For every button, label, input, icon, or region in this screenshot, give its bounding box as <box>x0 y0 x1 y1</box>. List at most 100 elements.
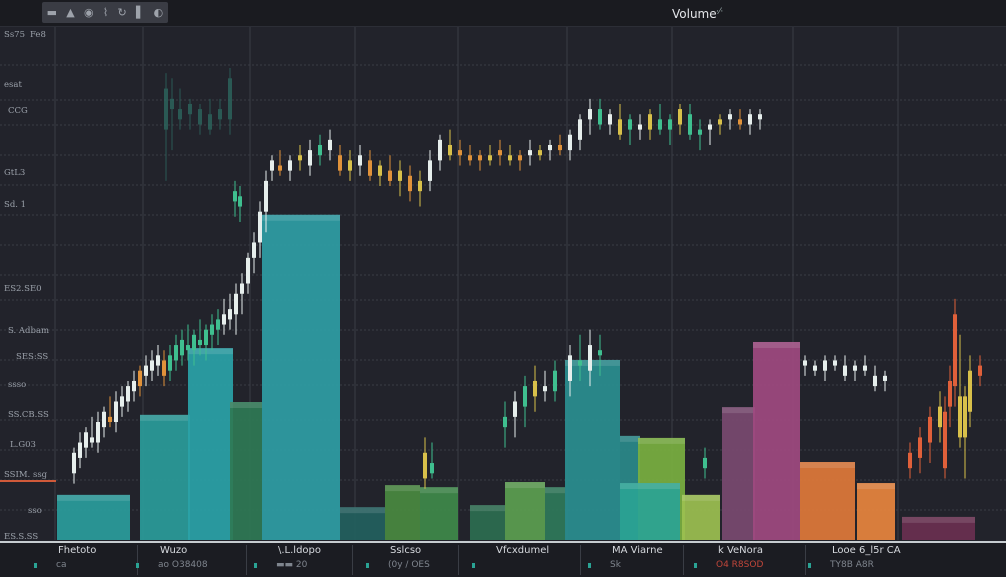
candle <box>538 144 542 161</box>
candle <box>528 139 532 166</box>
candle-body <box>588 109 592 120</box>
candle <box>144 355 148 387</box>
candle <box>318 134 322 166</box>
candle-body <box>78 442 82 458</box>
candle-body <box>553 370 557 392</box>
refresh-icon[interactable]: ↻ <box>117 6 127 19</box>
candle <box>598 334 602 376</box>
candle-body <box>348 160 352 171</box>
candle-body <box>648 114 652 130</box>
candle <box>863 355 867 376</box>
candle <box>138 365 142 397</box>
settings-icon[interactable]: ◉ <box>84 6 94 19</box>
candle <box>120 386 124 417</box>
candle <box>240 273 244 315</box>
candle-body <box>96 422 100 443</box>
legend-title: Looe 6_l5r CA <box>832 545 901 556</box>
candle <box>738 109 742 130</box>
candle <box>164 73 168 181</box>
candle-body <box>398 170 402 181</box>
candle <box>698 119 702 151</box>
legend-title: Sslcso <box>390 545 422 556</box>
candle-body <box>270 160 274 171</box>
candle <box>578 114 582 151</box>
candle-body <box>252 242 256 258</box>
candle-body <box>958 396 962 438</box>
volume-bar <box>857 483 895 540</box>
volume-bar-top <box>230 402 262 409</box>
candle <box>368 150 372 181</box>
volume-bar <box>57 494 130 540</box>
candle <box>833 355 837 371</box>
candle-body <box>688 114 692 135</box>
candle <box>192 329 196 366</box>
volume-bar-top <box>753 341 800 348</box>
legend-subtitle: ▬▬ 20 <box>276 560 308 570</box>
volume-bar-top <box>262 214 340 221</box>
candle <box>758 109 762 130</box>
volume-bar-top <box>545 487 565 494</box>
candle-body <box>963 396 967 438</box>
volume-bar <box>505 482 545 540</box>
candle-body <box>208 114 212 130</box>
title-menu-icon[interactable]: ⋅⁄⋅ <box>716 7 724 17</box>
candle <box>488 144 492 166</box>
candle <box>178 88 182 130</box>
volume-bar-top <box>682 494 720 501</box>
theme-icon[interactable]: ◐ <box>153 6 164 19</box>
candle-body <box>246 257 250 284</box>
candle <box>132 370 136 402</box>
y-axis-label: SES:SS <box>16 352 49 362</box>
volume-bar <box>800 462 855 540</box>
candle <box>108 396 112 428</box>
volume-bar-top <box>857 483 895 490</box>
candle-body <box>843 365 847 376</box>
candle-body <box>164 88 168 130</box>
candle-body <box>508 155 512 161</box>
candle <box>588 98 592 135</box>
candle-body <box>458 150 462 156</box>
candle-body <box>428 160 432 181</box>
candle <box>238 186 242 222</box>
candle-body <box>928 416 932 443</box>
candle <box>448 129 452 161</box>
flask-icon[interactable]: ▲ <box>66 6 75 19</box>
candle <box>658 103 662 135</box>
candle <box>264 170 268 233</box>
candle-body <box>240 283 244 294</box>
square-icon[interactable]: ▬ <box>46 6 58 19</box>
candle-body <box>813 365 817 371</box>
legend-marker-icon <box>694 563 697 568</box>
candle <box>270 155 274 181</box>
candle <box>388 155 392 187</box>
candle <box>598 98 602 130</box>
pin-icon[interactable]: ⌇ <box>102 6 109 19</box>
candle <box>208 98 212 135</box>
candle <box>928 406 932 464</box>
candle <box>72 447 76 484</box>
candle-body <box>618 119 622 135</box>
candle-body <box>628 119 632 130</box>
candle <box>543 370 547 402</box>
legend-marker-icon <box>254 563 257 568</box>
volume-bar <box>140 414 190 540</box>
volume-bar-top <box>722 407 755 414</box>
candle <box>648 109 652 140</box>
candle-body <box>558 144 562 151</box>
candle-body <box>264 180 268 212</box>
candle-body <box>210 324 214 335</box>
candle-body <box>318 144 322 156</box>
candle <box>558 134 562 156</box>
legend-marker-icon <box>588 563 591 568</box>
candle <box>430 442 434 479</box>
legend-title: MA Viarne <box>612 545 663 556</box>
legend-subtitle: TY8B A8R <box>830 560 874 570</box>
volume-bar-top <box>800 462 855 469</box>
candle-body <box>953 314 957 387</box>
candle-body <box>803 360 807 366</box>
candle <box>168 345 172 381</box>
candle-body <box>84 432 88 448</box>
candle <box>578 334 582 381</box>
candle <box>618 103 622 140</box>
bookmark-icon[interactable]: ▌ <box>135 6 145 19</box>
